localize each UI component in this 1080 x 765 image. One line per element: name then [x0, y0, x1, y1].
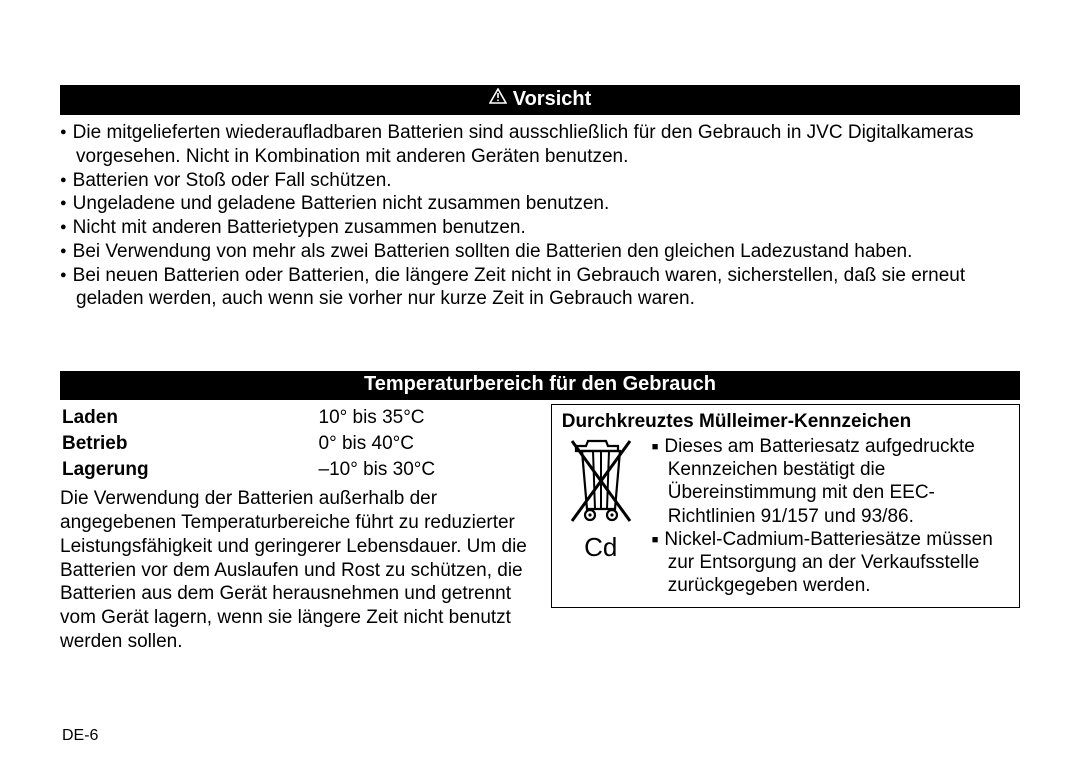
caution-list: Die mitgelieferten wiederaufladbaren Bat…	[60, 115, 1020, 311]
caution-banner: Vorsicht	[60, 85, 1020, 115]
list-item: Bei Verwendung von mehr als zwei Batteri…	[60, 240, 1020, 264]
list-item: Ungeladene und geladene Batterien nicht …	[60, 192, 1020, 216]
temp-label: Betrieb	[62, 432, 317, 456]
temp-value: 10° bis 35°C	[319, 406, 527, 430]
temp-label: Lagerung	[62, 458, 317, 482]
temp-value: –10° bis 30°C	[319, 458, 527, 482]
temp-note: Die Verwendung der Batterien außerhalb d…	[60, 487, 529, 653]
page-number: DE-6	[62, 727, 98, 745]
list-item: Bei neuen Batterien oder Batterien, die …	[60, 264, 1020, 312]
temp-column: Laden 10° bis 35°C Betrieb 0° bis 40°C L…	[60, 404, 529, 654]
temp-value: 0° bis 40°C	[319, 432, 527, 456]
cd-label: Cd	[584, 532, 617, 563]
temp-label: Laden	[62, 406, 317, 430]
bin-heading: Durchkreuztes Mülleimer-Kennzeichen	[562, 411, 1009, 433]
list-item: Dieses am Batteriesatz aufgedruckte Kenn…	[652, 435, 1009, 528]
list-item: Batterien vor Stoß oder Fall schützen.	[60, 169, 1020, 193]
table-row: Laden 10° bis 35°C	[62, 406, 527, 430]
crossed-bin-icon	[566, 435, 636, 530]
warning-triangle-icon	[489, 87, 507, 110]
bin-box: Durchkreuztes Mülleimer-Kennzeichen	[551, 404, 1020, 608]
list-item: Nicht mit anderen Batterietypen zusammen…	[60, 216, 1020, 240]
lower-columns: Laden 10° bis 35°C Betrieb 0° bis 40°C L…	[60, 404, 1020, 654]
table-row: Betrieb 0° bis 40°C	[62, 432, 527, 456]
temp-range-title: Temperaturbereich für den Gebrauch	[364, 373, 716, 395]
temp-table: Laden 10° bis 35°C Betrieb 0° bis 40°C L…	[60, 404, 529, 483]
caution-title: Vorsicht	[513, 88, 592, 110]
temp-range-banner: Temperaturbereich für den Gebrauch	[60, 371, 1020, 400]
list-item: Die mitgelieferten wiederaufladbaren Bat…	[60, 121, 1020, 169]
bin-icon-column: Cd	[562, 435, 640, 563]
list-item: Nickel-Cadmium-Batteriesätze müssen zur …	[652, 528, 1009, 598]
bin-list: Dieses am Batteriesatz aufgedruckte Kenn…	[652, 435, 1009, 597]
table-row: Lagerung –10° bis 30°C	[62, 458, 527, 482]
